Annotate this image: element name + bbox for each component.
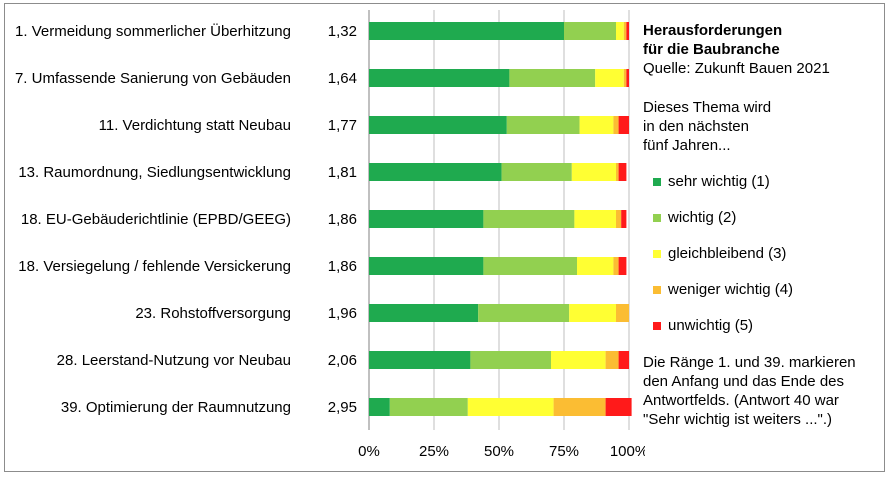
bar-segment (595, 69, 624, 87)
note-line: "Sehr wichtig ist weiters ...".) (643, 411, 833, 428)
category-label: 39. Optimierung der Raumnutzung (61, 399, 291, 416)
bar-segment (478, 304, 570, 322)
note-line: Die Ränge 1. und 39. markieren (643, 354, 856, 371)
category-label: 1. Vermeidung sommerlicher Überhitzung (15, 22, 291, 40)
bar-segment (621, 210, 627, 228)
legend-swatch (653, 214, 661, 222)
bar-segment (613, 257, 619, 275)
bar-segment (574, 210, 616, 228)
bar-segment (616, 163, 619, 181)
category-label: 28. Leerstand-Nutzung vor Neubau (57, 352, 291, 369)
bar-segment (509, 69, 596, 87)
bar-segment (551, 351, 606, 369)
note-line: den Anfang und das Ende des (643, 373, 845, 390)
bar-segment (623, 69, 627, 87)
bar-segment (553, 398, 606, 416)
legend-label: sehr wichtig (1) (668, 173, 770, 190)
bar-segment (470, 351, 551, 369)
category-label: 11. Verdichtung statt Neubau (99, 117, 291, 134)
bar-segment (369, 257, 484, 275)
bar-segment (626, 69, 629, 87)
score-label: 1,32 (328, 23, 357, 40)
bar-segment (626, 22, 629, 40)
bar-segment (605, 398, 632, 416)
score-label: 1,86 (328, 211, 357, 228)
chart-frame: 0% 25% 50% 75% 100% 1. Vermeidung sommerliche… (4, 3, 885, 472)
bar-segment (569, 304, 616, 322)
bar-segment (618, 257, 627, 275)
bar-segment (369, 210, 484, 228)
bar-segment (616, 22, 624, 40)
bar-segment (618, 116, 629, 134)
prompt-line: fünf Jahren... (643, 137, 731, 154)
bar-segment (369, 398, 390, 416)
legend-swatch (653, 250, 661, 258)
bar-segment (483, 257, 577, 275)
legend-label: weniger wichtig (4) (668, 281, 794, 298)
legend-swatch (653, 322, 661, 330)
bar-segment (467, 398, 554, 416)
x-tick-label: 75% (549, 443, 579, 460)
legend-title: Dieses Thema wird in den nächsten fünf Jah… (643, 98, 771, 155)
score-label: 2,06 (328, 352, 357, 369)
bar-segment (506, 116, 580, 134)
legend-label: gleichbleibend (3) (668, 245, 787, 262)
bar-segment (369, 304, 479, 322)
legend-swatch (653, 178, 661, 186)
bar-segment (616, 210, 622, 228)
title-line: für die Baubranche (643, 41, 780, 58)
chart-source: Quelle: Zukunft Bauen 2021 (643, 60, 830, 77)
category-label: 13. Raumordnung, Siedlungsentwicklung (18, 164, 291, 181)
score-label: 2,95 (328, 399, 357, 416)
score-label: 1,96 (328, 305, 357, 322)
prompt-line: in den nächsten (643, 118, 749, 135)
bar-segment (605, 351, 619, 369)
category-label: 18. EU-Gebäuderichtlinie (EPBD/GEEG) (21, 211, 291, 228)
bar-segment (369, 116, 507, 134)
bar-segment (616, 304, 629, 322)
score-label: 1,81 (328, 164, 357, 181)
stacked-bar-chart: 0% 25% 50% 75% 100% 1. Vermeidung sommerliche… (15, 10, 645, 460)
bar-segment (369, 69, 510, 87)
x-tick-label: 0% (358, 443, 380, 460)
legend-swatch (653, 286, 661, 294)
note-line: Antwortfelds. (Antwort 40 war (643, 392, 839, 409)
bar-segment (618, 351, 629, 369)
prompt-line: Dieses Thema wird (643, 99, 772, 116)
bar-segment (577, 257, 614, 275)
bar-segment (623, 22, 627, 40)
legend-label: wichtig (2) (668, 209, 737, 226)
bar-segment (618, 163, 627, 181)
bar-segment (501, 163, 572, 181)
score-label: 1,86 (328, 258, 357, 275)
bar-segment (613, 116, 619, 134)
bar-segment (369, 351, 471, 369)
bar-segment (571, 163, 616, 181)
x-tick-label: 25% (419, 443, 449, 460)
score-label: 1,64 (328, 70, 357, 87)
bar-segment (389, 398, 468, 416)
chart-note: Die Ränge 1. und 39. markieren den Anfang… (643, 353, 888, 429)
bar-segment (369, 163, 502, 181)
bar-segment (564, 22, 616, 40)
category-label: 18. Versiegelung / fehlende Versickerung (18, 258, 291, 275)
x-tick-label: 50% (484, 443, 514, 460)
title-line: Herausforderungen (643, 22, 783, 39)
score-label: 1,77 (328, 117, 357, 134)
category-label: 23. Rohstoffversorgung (135, 305, 291, 322)
bar-segment (579, 116, 614, 134)
bar-segment (369, 22, 564, 40)
chart-title: Herausforderungen für die Baubranche (643, 21, 782, 59)
bar-segment (483, 210, 575, 228)
x-tick-label: 100% (610, 443, 645, 460)
category-label: 7. Umfassende Sanierung von Gebäuden (15, 70, 291, 87)
legend-label: unwichtig (5) (668, 317, 754, 334)
